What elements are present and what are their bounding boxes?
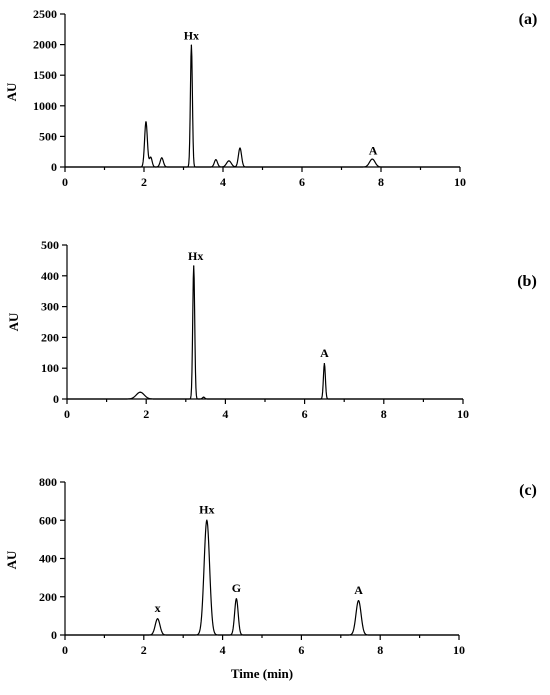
y-axis-title: AU [6,312,21,331]
peak-label: G [232,581,241,595]
y-tick-label: 0 [51,628,57,642]
peak-label: A [320,346,329,360]
y-tick-label: 400 [41,269,59,283]
chromatogram-panel-a: 0 2 4 6 8 10 0 500 1000 1500 2000 2500 AU (a) Hx A [4,7,537,189]
x-tick-label: 8 [381,407,387,421]
y-tick-label: 100 [41,361,59,375]
x-axis-title: Time (min) [231,666,293,681]
peak-label: Hx [188,249,203,263]
y-axis-title: AU [4,550,19,569]
y-tick-label: 800 [39,475,57,489]
peak-apex [239,147,241,149]
panel-label-a: (a) [519,11,538,28]
x-tick-label: 0 [62,175,68,189]
x-tick-label: 4 [220,175,226,189]
x-tick-label: 10 [457,407,469,421]
y-tick-label: 1000 [33,99,57,113]
x-tick-label: 4 [222,407,228,421]
x-tick-label: 6 [299,175,305,189]
peak-label: x [155,601,161,615]
peak-apex-hx [206,519,208,521]
panel-label-b: (b) [517,273,537,290]
y-tick-label: 2000 [33,38,57,52]
peak-label: A [369,144,378,158]
x-tick-label: 0 [62,643,68,657]
x-tick-label: 6 [302,407,308,421]
peak-label: A [354,583,363,597]
peak-apex [150,156,152,158]
y-tick-label: 300 [41,300,59,314]
peak-apex-a [357,599,360,602]
y-tick-label: 400 [39,552,57,566]
peak-apex [203,396,205,398]
peak-apex [145,121,147,123]
peak-apex-g [235,598,237,600]
chromatogram-trace [64,44,461,168]
y-tick-label: 500 [39,129,57,143]
peak-apex [161,157,163,159]
y-tick-label: 600 [39,513,57,527]
x-tick-label: 4 [220,643,226,657]
y-tick-label: 200 [39,590,57,604]
peak-apex-a [371,158,373,160]
peak-label: Hx [199,502,214,516]
peak-apex [228,160,230,162]
x-tick-label: 10 [454,175,466,189]
x-tick-label: 2 [141,175,147,189]
x-tick-label: 2 [143,407,149,421]
chromatogram-panel-c: 0 2 4 6 8 10 0 200 400 600 800 AU Time (min) (c) x Hx G A [4,475,537,681]
peak-apex [139,391,141,393]
y-axis-title: AU [4,82,19,101]
peak-apex-x [156,618,159,620]
y-tick-label: 1500 [33,68,57,82]
x-tick-label: 0 [64,407,70,421]
y-tick-label: 0 [53,392,59,406]
chromatogram-trace [64,519,460,636]
peak-apex [215,159,217,161]
chromatogram-trace [66,265,464,400]
x-tick-label: 8 [378,175,384,189]
y-tick-label: 500 [41,238,59,252]
x-tick-label: 6 [298,643,304,657]
panel-label-c: (c) [519,482,537,499]
peak-label: Hx [184,29,199,43]
x-tick-label: 8 [377,643,383,657]
peak-apex-hx [190,44,192,46]
x-tick-label: 10 [453,643,465,657]
peak-apex-a [323,362,325,365]
y-tick-label: 2500 [33,7,57,21]
y-tick-label: 200 [41,330,59,344]
peak-apex-hx [193,265,195,267]
y-tick-label: 0 [51,160,57,174]
x-tick-label: 2 [141,643,147,657]
